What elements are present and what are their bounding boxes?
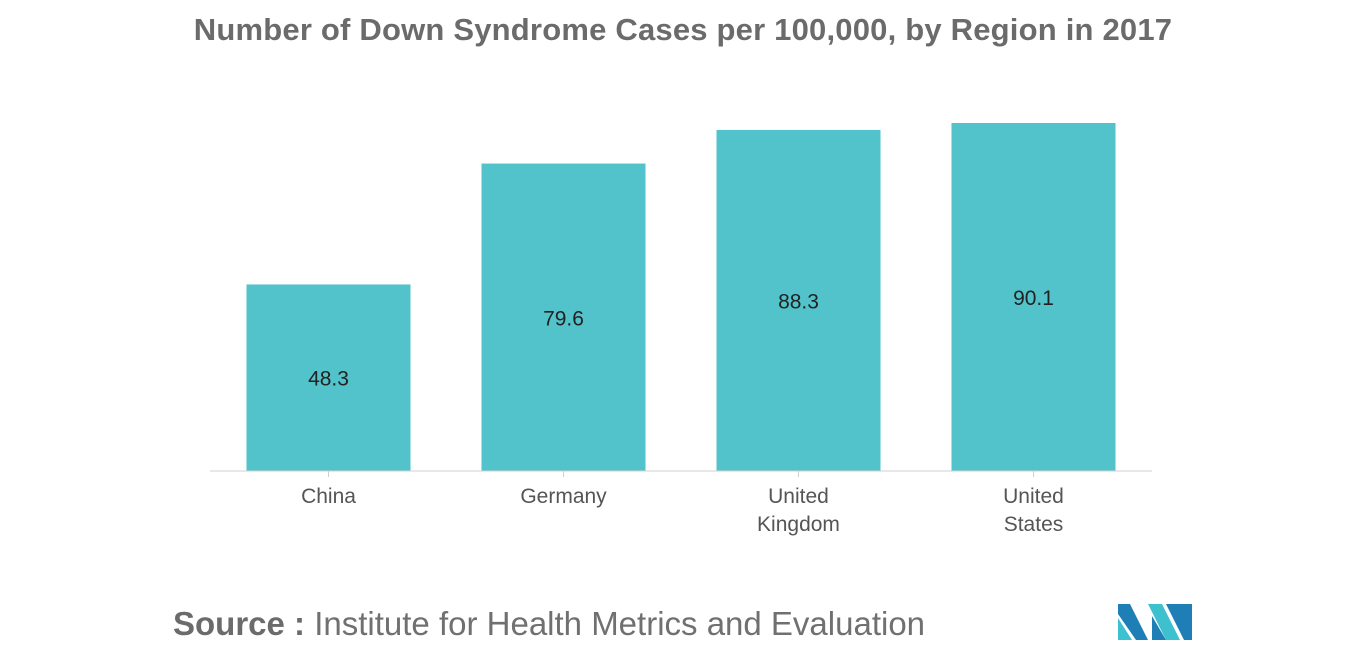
bar [716, 129, 881, 471]
x-tick-label: United States [1003, 485, 1064, 536]
bar-value-label: 79.6 [543, 307, 584, 330]
chart-title: Number of Down Syndrome Cases per 100,00… [193, 12, 1173, 47]
logo-left-shape [1118, 604, 1148, 640]
mordor-intelligence-logo-icon [1118, 604, 1192, 640]
bar-chart: 48.3 79.6 88.3 90.1 China Germany United Kingd… [210, 123, 1152, 536]
x-tick-label: United Kingdom [757, 485, 840, 536]
bar [481, 163, 646, 471]
logo-right-accent [1152, 616, 1166, 640]
bars-group [246, 123, 1116, 471]
value-labels-group: 48.3 79.6 88.3 90.1 [308, 287, 1054, 391]
bar-value-label: 90.1 [1013, 287, 1054, 310]
category-labels-group: China Germany United Kingdom United States [301, 485, 1064, 536]
bar-value-label: 48.3 [308, 368, 349, 391]
x-tick-label: China [301, 485, 356, 508]
source-note: Source : Institute for Health Metrics an… [173, 605, 925, 643]
x-tick-label: Germany [520, 485, 607, 508]
bar-value-label: 88.3 [778, 290, 819, 313]
logo-center-shape [1148, 604, 1180, 640]
source-text: Institute for Health Metrics and Evaluat… [314, 605, 926, 642]
bar [951, 123, 1116, 471]
logo-right-shape [1166, 604, 1192, 640]
x-ticks-group [328, 471, 1034, 477]
bar [246, 284, 411, 471]
source-label: Source : [173, 605, 306, 642]
logo-middle-shape [1118, 618, 1132, 640]
